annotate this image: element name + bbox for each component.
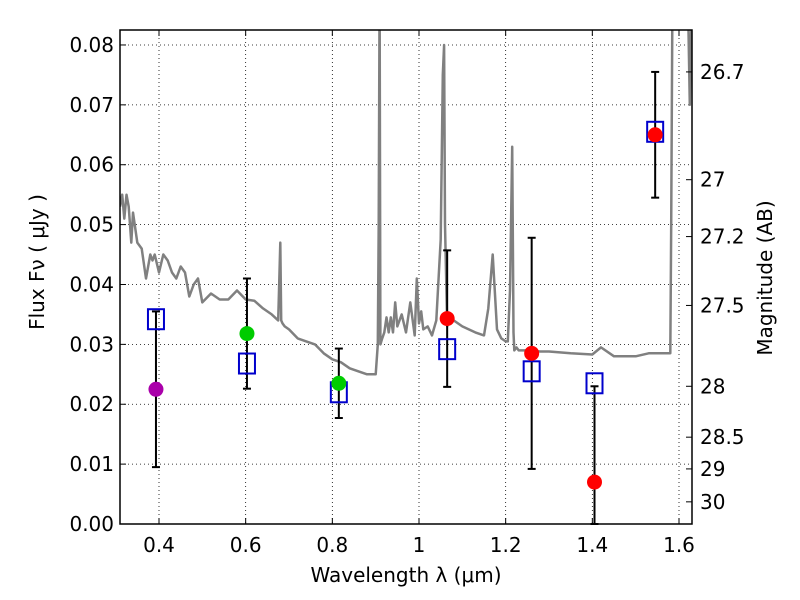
y-tick-label: 0.00 bbox=[69, 512, 114, 536]
mag-tick-label: 27.5 bbox=[700, 293, 745, 317]
y-tick-label: 0.05 bbox=[69, 213, 114, 237]
plot-frame bbox=[119, 29, 693, 525]
mag-tick-label: 26.7 bbox=[700, 60, 745, 84]
x-tick-label: 0.8 bbox=[316, 533, 348, 557]
y-tick-label: 0.01 bbox=[69, 452, 114, 476]
observed-point bbox=[439, 311, 455, 327]
mag-tick-label: 29 bbox=[700, 457, 725, 481]
y-axis-label: Flux Fν ( μJy ) bbox=[25, 194, 49, 330]
error-bars bbox=[151, 70, 660, 525]
mag-tick-label: 28 bbox=[700, 374, 725, 398]
y-tick-label: 0.08 bbox=[69, 33, 114, 57]
x-tick-label: 1 bbox=[413, 533, 426, 557]
observed-point bbox=[239, 326, 255, 342]
model-square bbox=[146, 308, 165, 331]
mag-tick-label: 30 bbox=[700, 490, 725, 514]
magnitude-ticks: 26.7 27 27.2 27.5 28 28.5 29 30 bbox=[686, 60, 745, 514]
y2-axis-label: Magnitude (AB) bbox=[753, 200, 777, 355]
mag-tick-label: 28.5 bbox=[700, 425, 745, 449]
x-axis-label: Wavelength λ (μm) bbox=[310, 563, 501, 587]
observed-points bbox=[148, 127, 663, 490]
mag-tick-label: 27 bbox=[700, 168, 725, 192]
model-square bbox=[237, 352, 256, 375]
observed-point bbox=[148, 381, 164, 397]
y-tick-label: 0.07 bbox=[69, 93, 114, 117]
y-tick-label: 0.03 bbox=[69, 332, 114, 356]
grid bbox=[120, 30, 692, 524]
y-tick-label: 0.04 bbox=[69, 272, 114, 296]
model-square bbox=[585, 372, 604, 395]
sed-curve-group bbox=[120, 30, 692, 376]
x-ticks: 0.4 0.6 0.8 1 1.2 1.4 1.6 bbox=[143, 30, 695, 557]
y-ticks: 0.00 0.01 0.02 0.03 0.04 0.05 0.06 0.07 0.08 bbox=[69, 33, 126, 536]
sed-curve bbox=[120, 30, 692, 376]
observed-point bbox=[331, 375, 347, 391]
model-square bbox=[438, 338, 457, 361]
x-tick-label: 1.2 bbox=[490, 533, 522, 557]
x-tick-label: 0.6 bbox=[230, 533, 262, 557]
mag-tick-label: 27.2 bbox=[700, 225, 745, 249]
observed-point bbox=[587, 474, 602, 490]
y-tick-label: 0.02 bbox=[69, 392, 114, 416]
x-tick-label: 1.4 bbox=[576, 533, 608, 557]
observed-point bbox=[647, 127, 663, 143]
x-tick-label: 0.4 bbox=[143, 533, 175, 557]
observed-point bbox=[524, 345, 540, 361]
x-tick-label: 1.6 bbox=[663, 533, 695, 557]
y-tick-label: 0.06 bbox=[69, 153, 114, 177]
model-square bbox=[522, 360, 541, 383]
model-photometry-squares bbox=[146, 120, 665, 404]
